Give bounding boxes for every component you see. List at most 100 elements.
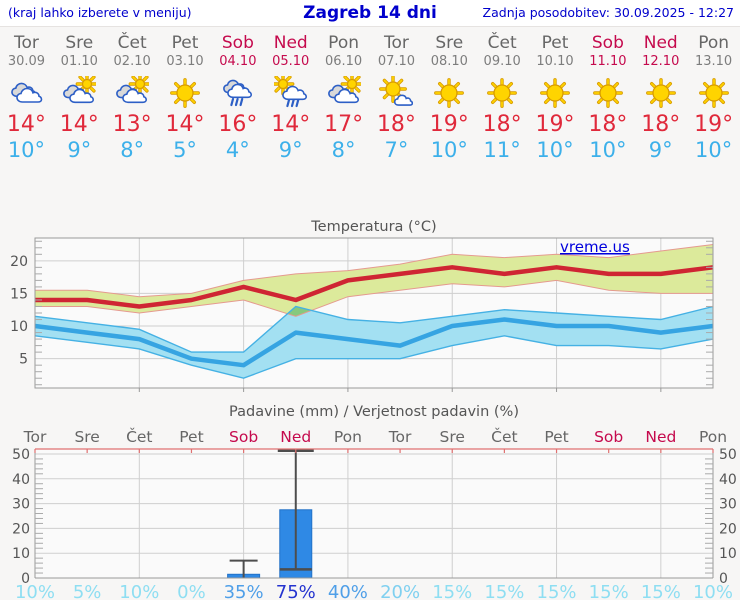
max-temperature: 19° xyxy=(694,111,734,137)
sun-rain-icon xyxy=(273,75,307,107)
day-column: Tor 07.10 18° 7° xyxy=(370,26,423,162)
day-date: 09.10 xyxy=(483,53,521,69)
temp-axis-label: 15 xyxy=(10,286,28,302)
last-update-label: Zadnja posodobitev: 30.09.2025 - 12:27 xyxy=(482,5,734,20)
precip-axis-label-left: 10 xyxy=(12,546,30,562)
max-temperature: 18° xyxy=(588,111,628,137)
precip-axis-label-left: 40 xyxy=(12,472,30,488)
max-temperature: 13° xyxy=(112,111,152,137)
precip-probability: 20% xyxy=(380,582,420,600)
precip-probability: 10% xyxy=(119,582,159,600)
precip-axis-label-left: 20 xyxy=(12,521,30,537)
precip-axis-label-right: 10 xyxy=(719,546,737,562)
day-column: Pon 13.10 19° 10° xyxy=(687,26,740,162)
day-column: Pon 06.10 17° 8° xyxy=(317,26,370,162)
precip-day-label: Ned xyxy=(280,428,311,446)
precip-axis-label-right: 30 xyxy=(719,497,737,513)
min-band-edge-hi xyxy=(34,305,714,353)
day-name: Tor xyxy=(384,33,409,53)
day-date: 08.10 xyxy=(430,53,468,69)
rain-icon xyxy=(222,79,252,106)
precip-probability: 15% xyxy=(484,582,524,600)
mostly-sunny-icon xyxy=(379,75,414,106)
day-column: Sre 08.10 19° 10° xyxy=(423,26,476,162)
sunny-icon xyxy=(592,77,623,108)
day-date: 04.10 xyxy=(219,53,257,69)
day-name: Ned xyxy=(273,33,308,53)
max-temperature: 14° xyxy=(6,111,46,137)
precip-probability: 10% xyxy=(15,582,55,600)
temp-axis-label: 5 xyxy=(19,352,28,368)
precip-probability: 0% xyxy=(177,582,206,600)
precip-axis-label-right: 0 xyxy=(719,571,728,587)
day-name: Sre xyxy=(65,33,94,53)
precip-day-label: Pet xyxy=(544,428,568,446)
day-column: Sre 01.10 14° 9° xyxy=(53,26,106,162)
day-column: Čet 02.10 13° 8° xyxy=(106,26,159,162)
max-temperature: 18° xyxy=(482,111,522,137)
precip-axis-label-right: 50 xyxy=(719,447,737,463)
precip-probability: 15% xyxy=(537,582,577,600)
day-name: Ned xyxy=(643,33,678,53)
sunny-icon xyxy=(698,77,729,108)
day-date: 05.10 xyxy=(272,53,310,69)
day-date: 12.10 xyxy=(642,53,680,69)
precip-day-label: Sre xyxy=(74,428,99,446)
sunny-icon xyxy=(434,77,465,108)
precip-axis-label-right: 40 xyxy=(719,472,737,488)
precip-plot-area xyxy=(35,449,713,578)
sunny-icon xyxy=(487,77,518,108)
precip-day-label: Sre xyxy=(440,428,465,446)
day-column: Pet 03.10 14° 5° xyxy=(159,26,212,162)
precip-axis-label-right: 20 xyxy=(719,521,737,537)
precip-day-label: Pon xyxy=(699,428,727,446)
min-temperature: 9° xyxy=(278,138,303,163)
menu-hint-link[interactable]: (kraj lahko izberete v meniju) xyxy=(8,5,192,20)
precip-probability: 35% xyxy=(224,582,264,600)
min-band-edge-lo xyxy=(34,335,714,379)
day-column: Tor 30.09 14° 10° xyxy=(0,26,53,162)
max-temperature: 14° xyxy=(59,111,99,137)
day-column: Ned 05.10 14° 9° xyxy=(264,26,317,162)
day-date: 10.10 xyxy=(536,53,574,69)
precip-probability: 15% xyxy=(641,582,681,600)
precip-day-label: Tor xyxy=(388,428,412,446)
sunny-icon xyxy=(645,77,676,108)
max-temperature: 19° xyxy=(535,111,575,137)
min-temperature: 8° xyxy=(331,138,356,163)
temp-axis-label: 10 xyxy=(10,319,28,335)
day-name: Čet xyxy=(117,33,147,53)
day-name: Tor xyxy=(13,33,39,53)
max-temperature: 16° xyxy=(218,111,258,137)
partly-sunny-icon xyxy=(327,75,361,103)
day-name: Sob xyxy=(591,33,624,53)
sunny-icon xyxy=(170,77,200,108)
day-date: 01.10 xyxy=(60,53,98,69)
min-temperature: 5° xyxy=(173,138,197,163)
cloudy-icon xyxy=(11,82,43,103)
precip-day-label: Sob xyxy=(594,428,623,446)
day-name: Čet xyxy=(487,33,517,53)
max-temperature: 14° xyxy=(165,111,205,137)
day-column: Pet 10.10 19° 10° xyxy=(529,26,582,162)
day-date: 02.10 xyxy=(113,53,151,69)
day-column: Ned 12.10 18° 9° xyxy=(634,26,687,162)
max-temperature: 18° xyxy=(641,111,681,137)
min-temperature: 8° xyxy=(120,138,145,163)
temp-chart-title: Temperatura (°C) xyxy=(310,219,436,235)
min-temperature: 11° xyxy=(483,138,521,163)
precip-day-label: Čet xyxy=(126,427,152,446)
temp-axis-label: 20 xyxy=(10,254,28,270)
max-band-edge-hi xyxy=(35,244,714,298)
precip-chart-title: Padavine (mm) / Verjetnost padavin (%) xyxy=(229,404,519,420)
day-name: Pet xyxy=(541,33,569,53)
watermark-link[interactable]: vreme.us xyxy=(560,238,630,256)
max-temperature: 17° xyxy=(324,111,364,137)
day-column: Sob 11.10 18° 10° xyxy=(581,26,634,162)
day-name: Pon xyxy=(698,33,730,53)
min-temperature: 10° xyxy=(536,138,574,163)
precip-probability: 15% xyxy=(432,582,472,600)
precip-axis-label-left: 30 xyxy=(12,497,30,513)
precip-day-label: Čet xyxy=(491,427,517,446)
